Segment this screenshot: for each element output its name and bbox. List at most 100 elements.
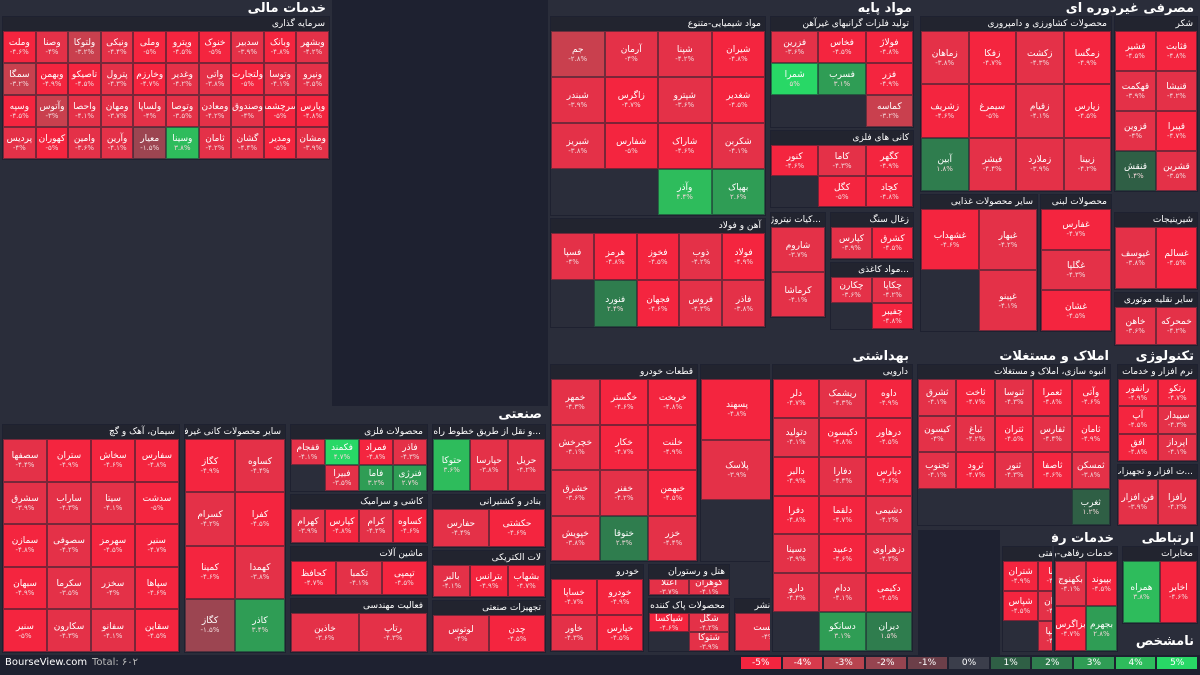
stock-tile[interactable]: واحصا -۴.۱% bbox=[68, 95, 101, 127]
stock-tile[interactable]: وخارزم -۴.۷% bbox=[133, 63, 167, 95]
stock-tile[interactable]: ثجنوب -۴.۱% bbox=[918, 452, 957, 489]
stock-tile[interactable]: پردیس -۴% bbox=[3, 127, 36, 159]
stock-tile[interactable]: قشیر -۴.۵% bbox=[1115, 31, 1156, 71]
stock-tile[interactable]: ولساپا -۴% bbox=[133, 95, 167, 127]
stock-tile[interactable]: بکهنوج -۴.۱% bbox=[1055, 561, 1086, 606]
stock-tile[interactable]: حپارسا -۳.۸% bbox=[470, 439, 508, 491]
stock-tile[interactable]: ذوب -۴.۲% bbox=[679, 233, 723, 280]
sector-title[interactable]: املاک و مستغلات bbox=[999, 349, 1109, 364]
stock-tile[interactable]: بالبر -۴.۱% bbox=[433, 565, 471, 597]
industry-title[interactable]: قطعات خودرو bbox=[551, 365, 697, 379]
stock-tile[interactable]: قنیشا -۴.۲% bbox=[1156, 71, 1197, 111]
industry-title[interactable]: محصولات فلزی bbox=[291, 425, 427, 439]
industry-title[interactable]: بنادر و کشتیرانی bbox=[433, 495, 545, 509]
industry-title[interactable]: دارویی bbox=[773, 365, 912, 379]
stock-tile[interactable]: قثابت -۴.۸% bbox=[1156, 31, 1197, 71]
sector-title[interactable]: مواد پایه bbox=[857, 1, 912, 16]
stock-tile[interactable]: شتوکا -۳.۹% bbox=[689, 632, 729, 651]
industry-title[interactable]: سرمایه گذاری bbox=[3, 17, 329, 31]
stock-tile[interactable]: زبینا -۴.۲% bbox=[1063, 137, 1111, 191]
industry-title[interactable]: ...مواد کاغذی bbox=[831, 263, 913, 277]
stock-tile[interactable]: گوهران -۴.۱% bbox=[689, 579, 729, 595]
stock-tile[interactable]: زقیام -۴.۱% bbox=[1016, 84, 1064, 138]
industry-title[interactable]: کاشی و سرامیک bbox=[291, 495, 427, 509]
stock-tile[interactable]: کهمدا -۳.۸% bbox=[235, 545, 285, 599]
stock-tile[interactable]: زکشت -۴.۳% bbox=[1016, 31, 1064, 85]
stock-tile[interactable]: کحافظ -۴.۷% bbox=[291, 561, 337, 595]
industry-title[interactable]: زغال سنگ bbox=[831, 213, 913, 227]
stock-tile[interactable]: فجهان -۴.۶% bbox=[636, 280, 680, 327]
stock-tile[interactable]: شاروم -۳.۷% bbox=[771, 227, 825, 272]
stock-tile[interactable]: کنور -۴.۶% bbox=[771, 145, 819, 176]
stock-tile[interactable]: غشان -۴.۵% bbox=[1041, 290, 1111, 331]
stock-tile[interactable]: غبهار -۴.۲% bbox=[979, 209, 1037, 270]
stock-tile[interactable]: فخاس -۴.۵% bbox=[818, 31, 866, 63]
stock-tile[interactable]: خبهمن -۴.۵% bbox=[648, 470, 697, 516]
stock-tile[interactable]: شبندر -۳.۹% bbox=[551, 77, 605, 123]
industry-title[interactable]: خدمات رفاهی-برق bbox=[1055, 547, 1117, 561]
stock-tile[interactable]: دتولید -۴.۱% bbox=[773, 417, 820, 457]
stock-tile[interactable]: کاما -۴.۳% bbox=[818, 145, 866, 176]
industry-title[interactable]: خودرو bbox=[551, 565, 643, 579]
stock-tile[interactable]: وپارس -۴.۸% bbox=[296, 95, 329, 127]
stock-tile[interactable]: دکیمی -۴.۵% bbox=[865, 573, 912, 613]
stock-tile[interactable]: دشیمی -۴.۲% bbox=[865, 495, 912, 535]
stock-tile[interactable]: شغدیر -۴.۵% bbox=[711, 77, 765, 123]
stock-tile[interactable]: شپترو -۳.۶% bbox=[658, 77, 712, 123]
stock-tile[interactable]: داوه -۴.۹% bbox=[865, 379, 912, 418]
industry-title[interactable]: تولید فلزات گرانبهای غیرآهن bbox=[771, 17, 913, 31]
industry-title[interactable]: لات الکتریکی bbox=[433, 551, 545, 565]
stock-tile[interactable]: قشرین -۳.۵% bbox=[1156, 151, 1197, 191]
stock-tile[interactable]: دفرا -۴.۸% bbox=[773, 495, 820, 535]
stock-tile[interactable]: سدشت -۵% bbox=[135, 481, 179, 525]
industry-title[interactable]: نرم افزار و خدمات bbox=[1118, 365, 1197, 379]
stock-tile[interactable]: فنورد ۲.۴% bbox=[593, 280, 637, 327]
stock-tile[interactable]: گشان -۴.۴% bbox=[231, 127, 264, 159]
industry-title[interactable]: سایر نقلیه موتوری bbox=[1115, 293, 1197, 307]
stock-tile[interactable]: کسرام -۴.۲% bbox=[185, 492, 235, 546]
stock-tile[interactable]: وتوصا -۳.۵% bbox=[166, 95, 199, 127]
stock-tile[interactable]: قپیرا -۴.۷% bbox=[1156, 111, 1197, 151]
stock-tile[interactable]: غیوسف -۳.۸% bbox=[1115, 227, 1156, 289]
stock-tile[interactable]: غفارس -۴.۷% bbox=[1041, 209, 1111, 250]
stock-tile[interactable]: فنرژی ۲.۷% bbox=[393, 465, 427, 491]
stock-tile[interactable]: وغدیر -۴.۲% bbox=[166, 63, 199, 95]
stock-tile[interactable]: بترانس -۴.۹% bbox=[470, 565, 508, 597]
stock-tile[interactable]: دلر -۴.۷% bbox=[773, 379, 820, 418]
stock-tile[interactable]: خپویش -۳.۸% bbox=[551, 515, 600, 561]
stock-tile[interactable]: سخزر -۴% bbox=[91, 566, 135, 610]
stock-tile[interactable]: چدن -۴.۵% bbox=[489, 615, 545, 652]
stock-tile[interactable]: زماهان -۳.۸% bbox=[921, 31, 969, 85]
stock-tile[interactable]: کرماشا -۴.۱% bbox=[771, 272, 825, 317]
stock-tile[interactable]: کاذر ۳.۴% bbox=[235, 598, 285, 652]
stock-tile[interactable]: وآذر ۴.۴% bbox=[658, 169, 712, 215]
stock-tile[interactable]: شپاکسا -۴.۶% bbox=[649, 613, 689, 632]
stock-tile[interactable]: رتاپ -۴.۳% bbox=[359, 613, 427, 652]
stock-tile[interactable]: فن افزار -۳.۹% bbox=[1118, 479, 1158, 525]
stock-tile[interactable]: وسپه -۴.۵% bbox=[3, 95, 36, 127]
stock-tile[interactable]: ومهان -۳.۷% bbox=[100, 95, 134, 127]
stock-tile[interactable]: شپنا -۴.۲% bbox=[658, 31, 712, 77]
stock-tile[interactable]: وملی -۵% bbox=[133, 31, 167, 63]
stock-tile[interactable]: ومعادن -۴.۲% bbox=[198, 95, 232, 127]
stock-tile[interactable]: وبشهر -۴.۲% bbox=[296, 31, 329, 63]
stock-tile[interactable]: قنقش ۱.۴% bbox=[1115, 151, 1156, 191]
stock-tile[interactable]: سنیر -۵% bbox=[3, 609, 47, 652]
stock-tile[interactable]: شبریز -۳.۸% bbox=[551, 123, 605, 169]
stock-tile[interactable]: سخاش -۴.۶% bbox=[91, 439, 135, 482]
industry-title[interactable]: هتل و رستوران bbox=[649, 565, 729, 579]
stock-tile[interactable]: ثاصفا -۴.۶% bbox=[1033, 452, 1072, 489]
stock-tile[interactable]: اپرداز -۴.۱% bbox=[1157, 433, 1197, 461]
stock-tile[interactable]: فولاد -۴.۹% bbox=[722, 233, 765, 280]
stock-tile[interactable]: کگل -۵% bbox=[818, 176, 866, 207]
stock-tile[interactable]: کگاز -۴.۹% bbox=[185, 439, 235, 493]
stock-tile[interactable]: دالبر -۴.۹% bbox=[773, 456, 820, 496]
stock-tile[interactable]: چکاپا -۴.۲% bbox=[872, 277, 913, 303]
stock-tile[interactable]: قزوین -۴% bbox=[1115, 111, 1156, 151]
industry-title[interactable]: ...کیات نیتروژن bbox=[771, 213, 825, 227]
stock-tile[interactable]: وبهمن -۴.۹% bbox=[35, 63, 69, 95]
stock-tile[interactable]: ستران -۴.۹% bbox=[47, 439, 91, 482]
stock-tile[interactable]: سنیر -۴.۷% bbox=[135, 524, 179, 567]
stock-tile[interactable]: شفارس -۵% bbox=[604, 123, 658, 169]
stock-tile[interactable]: اعتلا -۳.۷% bbox=[649, 579, 689, 595]
